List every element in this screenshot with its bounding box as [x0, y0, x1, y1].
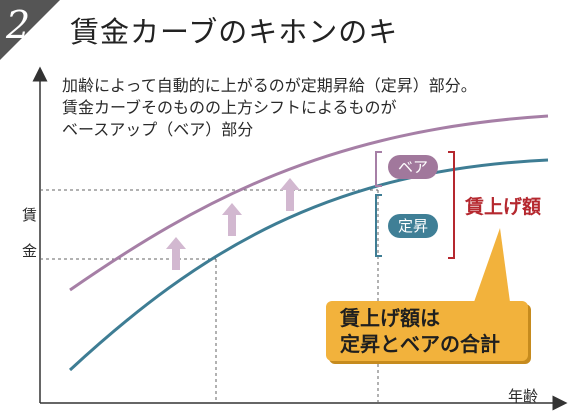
description-line: 加齢によって自動的に上がるのが定期昇給（定昇）部分。: [62, 76, 477, 95]
teishou-label: 定昇: [388, 214, 438, 238]
shift-arrow: [280, 178, 300, 211]
total-raise-label: 賃上げ額: [465, 196, 542, 218]
description-line: ベースアップ（ベア）部分: [62, 120, 254, 139]
shift-arrow: [166, 237, 186, 270]
callout-box: 賃上げ額は 定昇とベアの合計: [326, 301, 528, 361]
y-axis-label: 金: [22, 242, 38, 260]
shift-arrow: [222, 203, 242, 236]
page-title: 賃金カーブのキホンのキ: [70, 15, 399, 49]
callout-text: 定昇とベアの合計: [340, 332, 500, 356]
x-axis-label: 年齢: [508, 387, 539, 405]
callout-text: 賃上げ額は: [340, 306, 440, 330]
bea-bracket: [375, 151, 382, 187]
description-line: 賃金カーブそのものの上方シフトによるものが: [62, 98, 397, 117]
total-bracket: [448, 151, 455, 259]
teishou-bracket: [375, 194, 382, 257]
badge-shape: [0, 0, 60, 60]
section-number: 2: [6, 3, 31, 47]
bea-label: ベア: [388, 155, 438, 179]
wage-curve-original: [68, 158, 549, 372]
wage-curve-shifted: [69, 114, 549, 292]
callout-pointer: [474, 228, 510, 302]
y-axis-label: 賃: [22, 206, 38, 224]
